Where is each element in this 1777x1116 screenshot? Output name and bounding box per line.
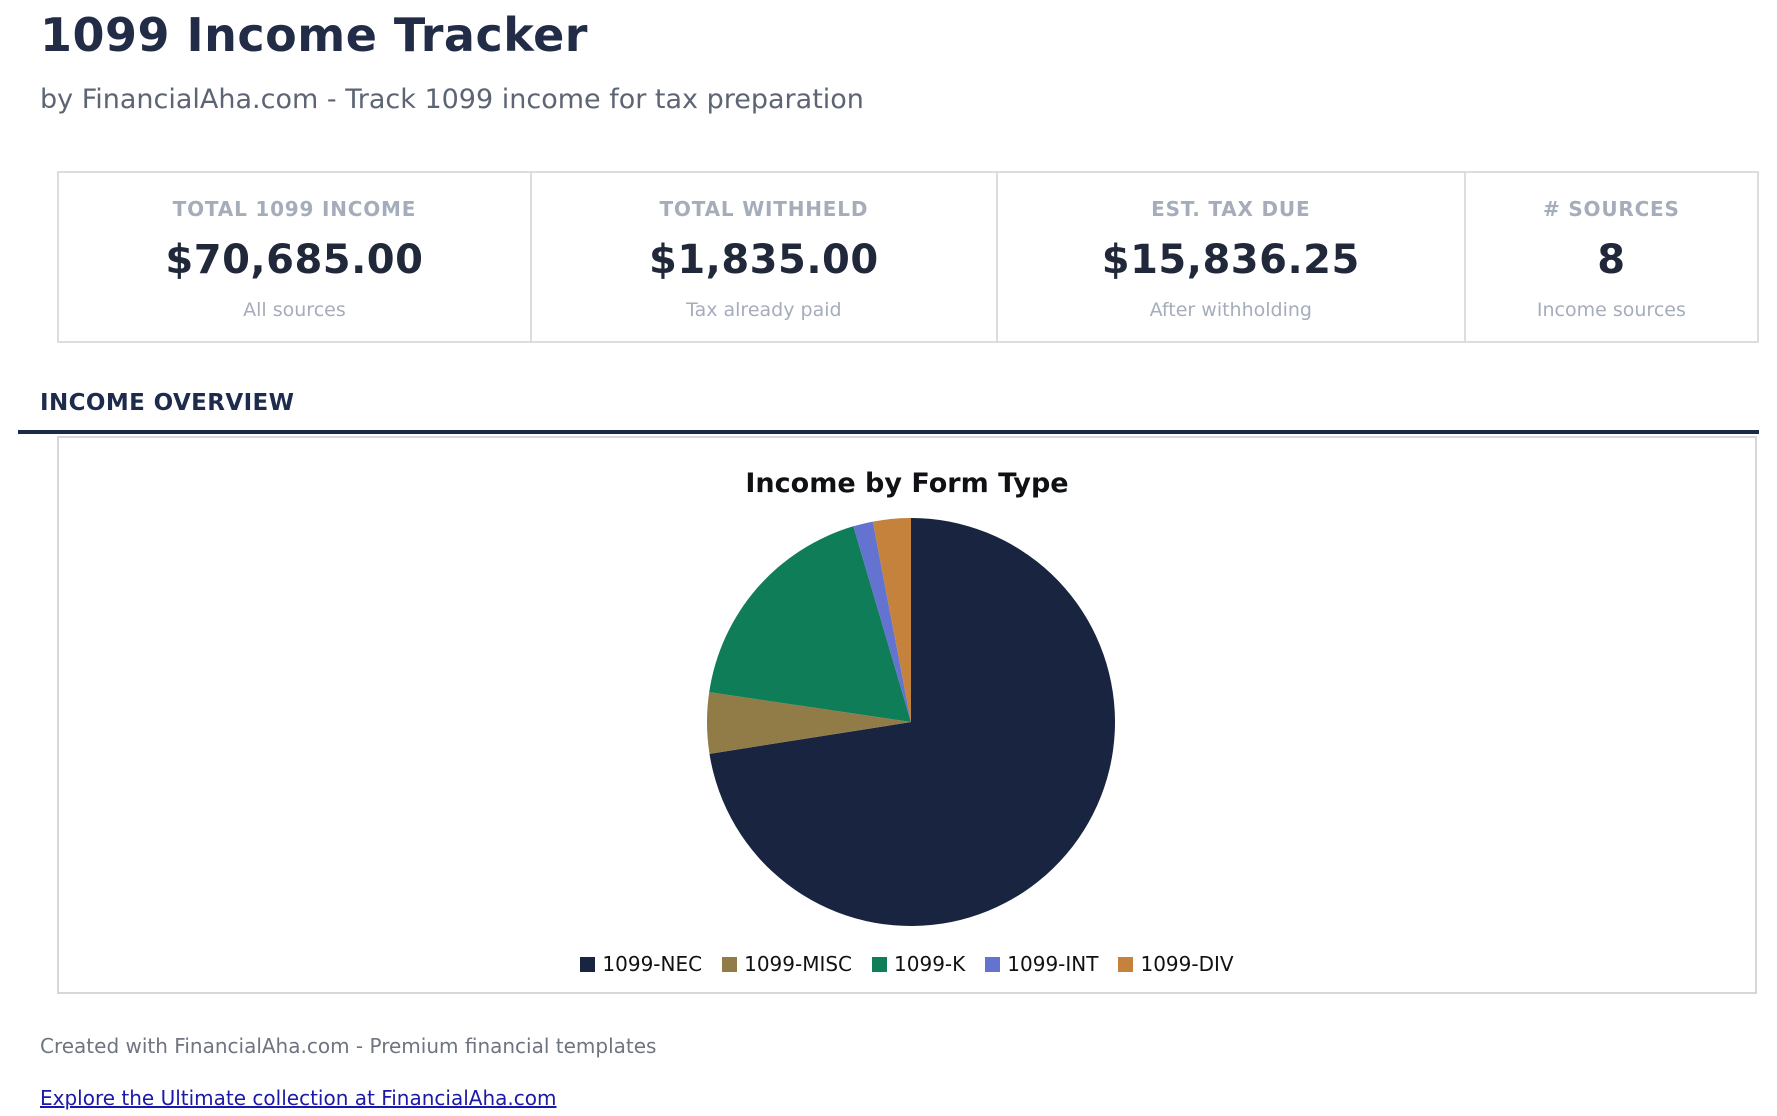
stat-sublabel: Income sources xyxy=(1536,299,1686,321)
page-title: 1099 Income Tracker xyxy=(40,8,588,62)
stat-value: $1,835.00 xyxy=(648,237,879,283)
page-subtitle: by FinancialAha.com - Track 1099 income … xyxy=(40,84,864,115)
legend-item-1099-MISC: 1099-MISC xyxy=(722,952,852,976)
stat-label: # SOURCES xyxy=(1543,197,1680,221)
legend-item-1099-INT: 1099-INT xyxy=(985,952,1098,976)
chart-legend: 1099-NEC 1099-MISC 1099-K 1099-INT 1099-DIV xyxy=(59,952,1755,976)
stat-label: TOTAL 1099 INCOME xyxy=(172,197,417,221)
legend-label: 1099-DIV xyxy=(1140,952,1234,976)
stats-summary-box: TOTAL 1099 INCOME $70,685.00 All sources… xyxy=(57,171,1759,343)
income-pie-chart xyxy=(706,518,1115,926)
section-title-income-overview: INCOME OVERVIEW xyxy=(40,390,295,416)
legend-label: 1099-K xyxy=(894,952,966,976)
legend-item-1099-K: 1099-K xyxy=(872,952,965,976)
pie-slice-1099-MISC xyxy=(706,692,911,754)
legend-item-1099-DIV: 1099-DIV xyxy=(1118,952,1234,976)
legend-swatch-icon xyxy=(722,956,738,972)
pie-slice-1099-NEC xyxy=(709,518,1115,926)
legend-swatch-icon xyxy=(985,956,1001,972)
stat-sublabel: All sources xyxy=(243,299,346,321)
legend-label: 1099-NEC xyxy=(602,952,703,976)
legend-item-1099-NEC: 1099-NEC xyxy=(580,952,702,976)
stat-label: TOTAL WITHHELD xyxy=(659,197,869,221)
stat-value: $15,836.25 xyxy=(1101,237,1360,283)
stat-value: $70,685.00 xyxy=(165,237,424,283)
stat-card-total-withheld: TOTAL WITHHELD $1,835.00 Tax already pai… xyxy=(532,173,998,341)
stat-card-est-tax-due: EST. TAX DUE $15,836.25 After withholdin… xyxy=(998,173,1466,341)
pie-slice-1099-INT xyxy=(853,521,911,722)
section-divider-rule xyxy=(18,430,1759,434)
legend-label: 1099-INT xyxy=(1007,952,1099,976)
pie-slice-1099-DIV xyxy=(872,518,911,722)
legend-swatch-icon xyxy=(1118,956,1134,972)
legend-swatch-icon xyxy=(580,956,596,972)
stat-label: EST. TAX DUE xyxy=(1151,197,1311,221)
stat-card-num-sources: # SOURCES 8 Income sources xyxy=(1466,173,1757,341)
legend-label: 1099-MISC xyxy=(744,952,853,976)
stat-sublabel: Tax already paid xyxy=(686,299,842,321)
chart-title: Income by Form Type xyxy=(745,468,1069,499)
footer-credit: Created with FinancialAha.com - Premium … xyxy=(40,1034,657,1058)
income-chart-panel: Income by Form Type 1099-NEC 1099-MISC 109… xyxy=(57,436,1757,994)
stat-value: 8 xyxy=(1597,237,1626,283)
footer-link[interactable]: Explore the Ultimate collection at Finan… xyxy=(40,1086,557,1110)
stat-sublabel: After withholding xyxy=(1149,299,1312,321)
stat-card-total-income: TOTAL 1099 INCOME $70,685.00 All sources xyxy=(59,173,532,341)
legend-swatch-icon xyxy=(872,956,888,972)
pie-slice-1099-K xyxy=(709,526,911,722)
